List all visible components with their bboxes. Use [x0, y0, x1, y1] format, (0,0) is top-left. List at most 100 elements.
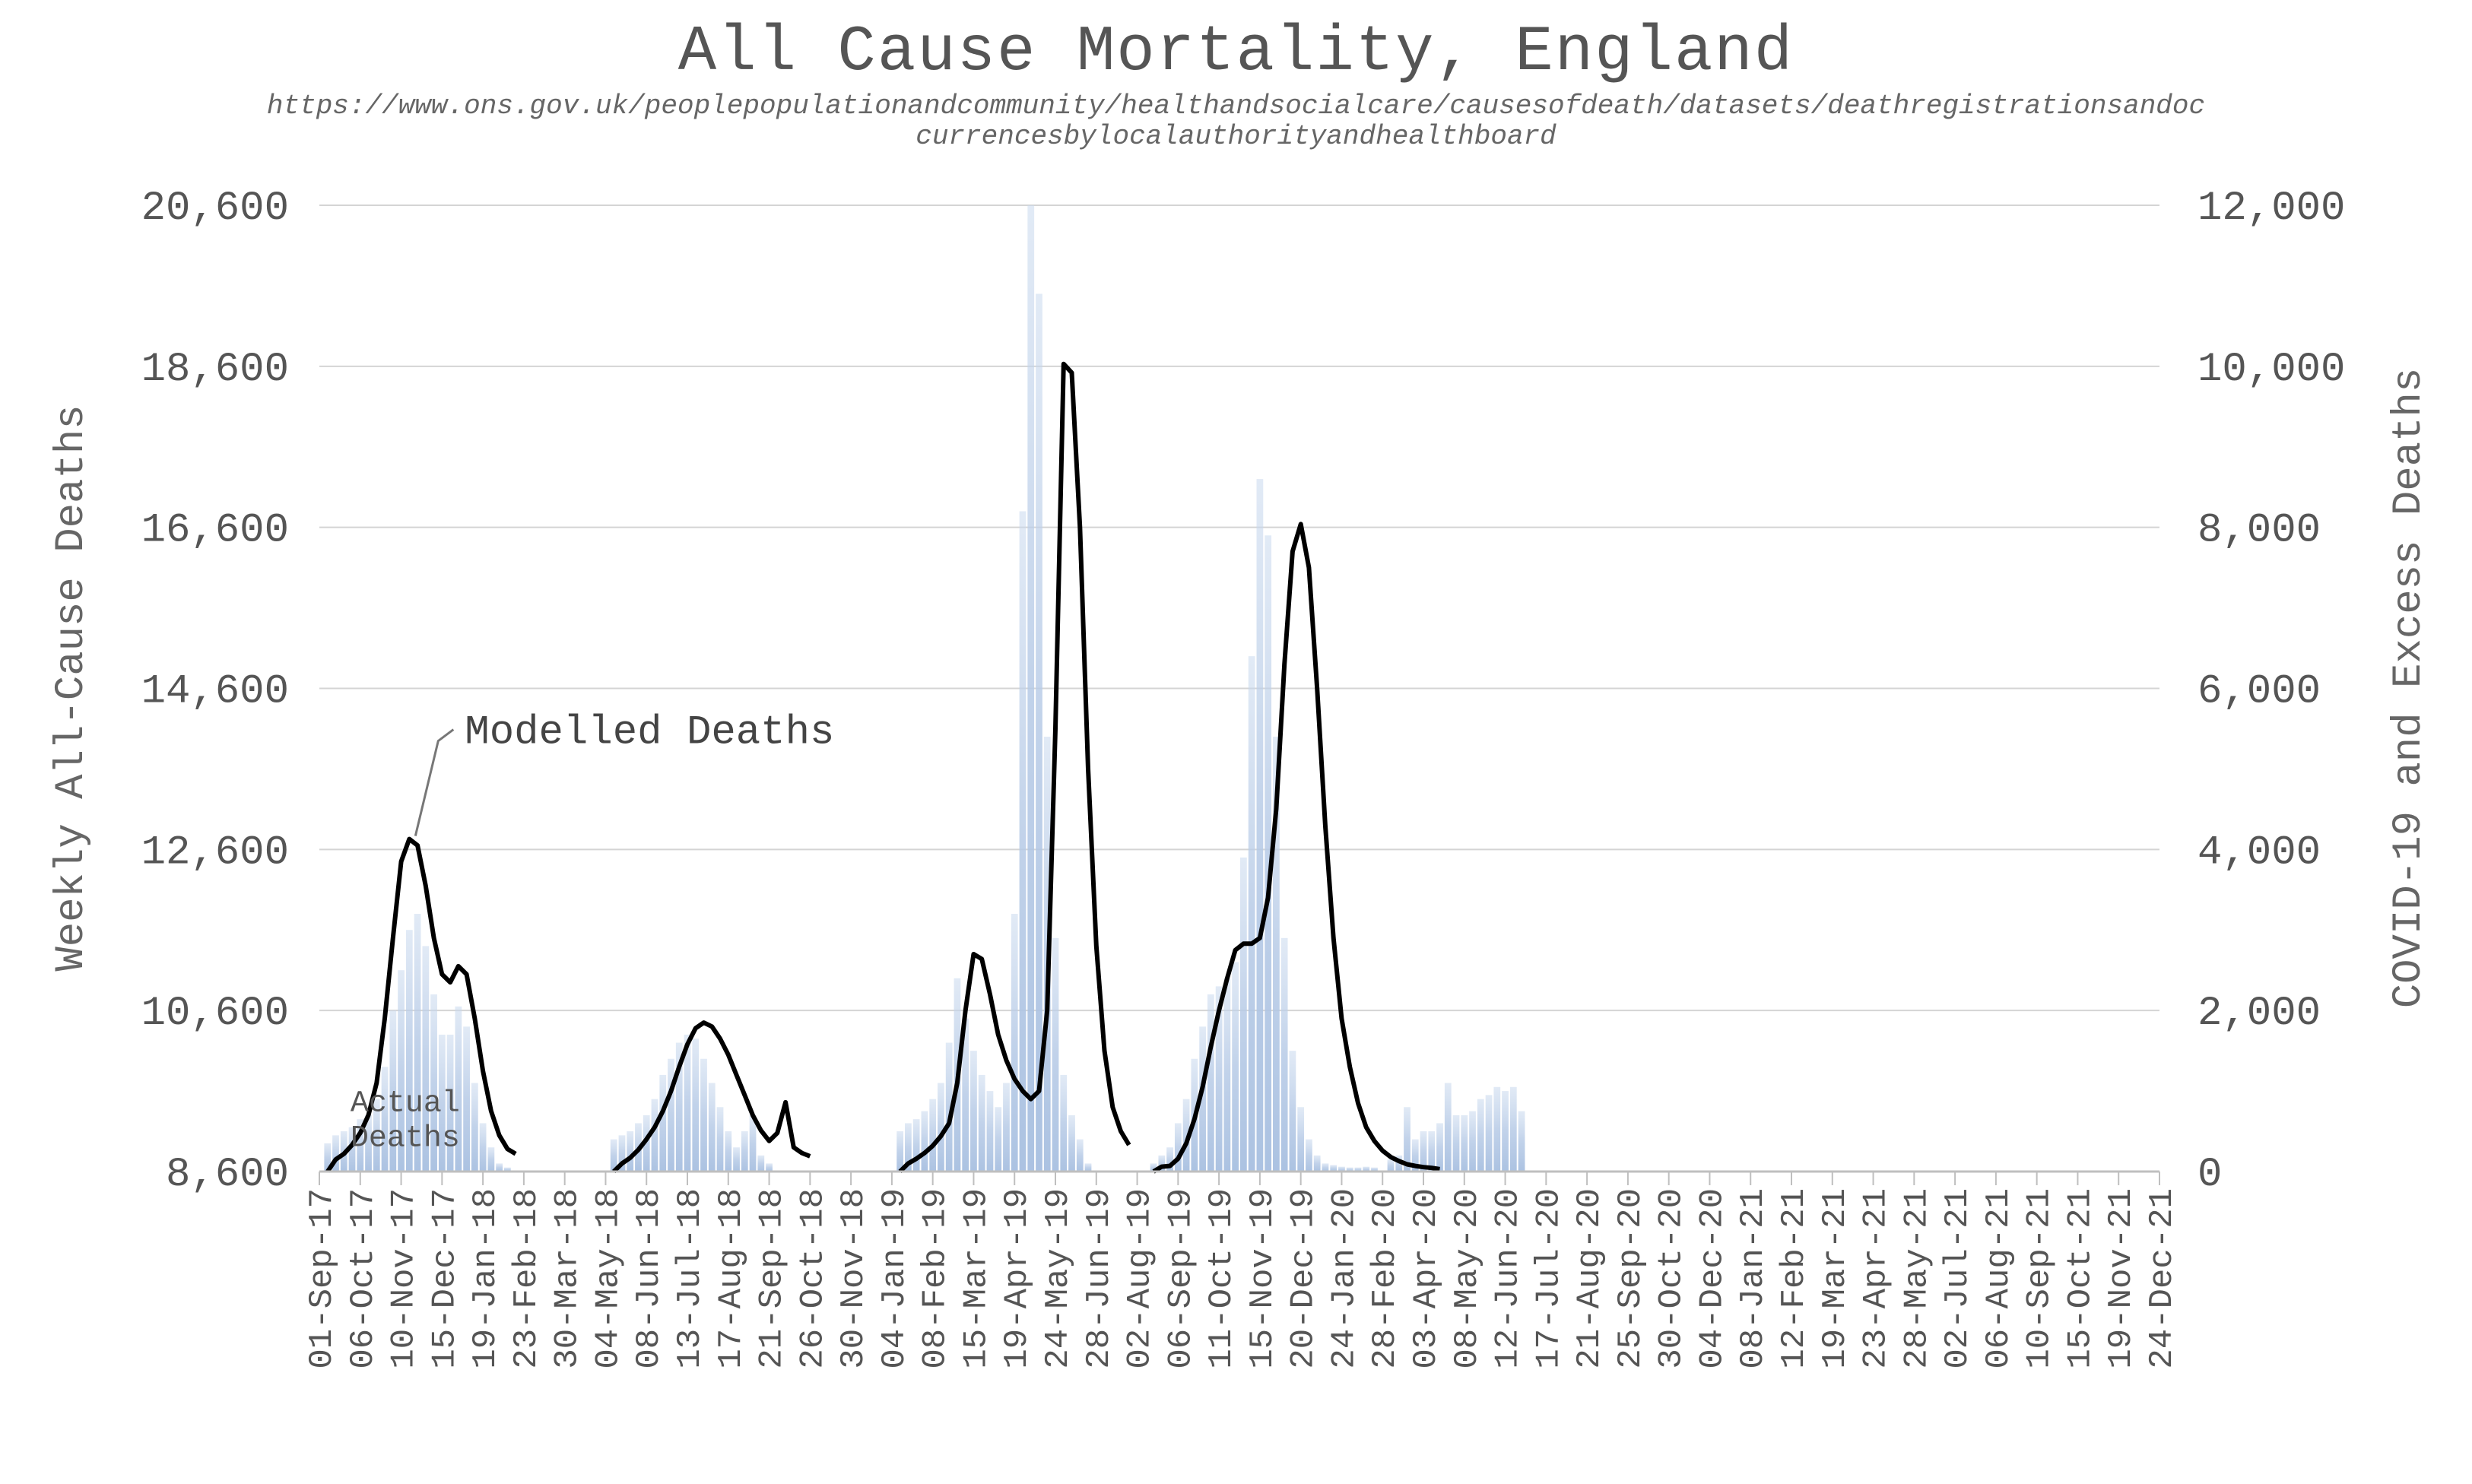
actual-deaths-bar [716, 1107, 724, 1172]
actual-deaths-bar [1306, 1139, 1312, 1172]
actual-deaths-bar [643, 1115, 650, 1172]
y-axis-label-right: COVID-19 and Excess Deaths [2386, 368, 2432, 1009]
actual-deaths-bar [1019, 511, 1027, 1172]
x-tick-label: 30-Oct-20 [1653, 1188, 1691, 1369]
actual-deaths-bar [1166, 1147, 1173, 1172]
x-tick-label: 17-Aug-18 [712, 1188, 750, 1369]
y-tick-label-right: 0 [2198, 1152, 2222, 1198]
actual-deaths-bar [1404, 1107, 1411, 1172]
y-tick-label-left: 20,600 [141, 186, 289, 232]
actual-deaths-bar [1313, 1155, 1321, 1172]
actual-deaths-bar [1248, 656, 1255, 1172]
actual-deaths-bar [708, 1083, 716, 1172]
x-tick-label: 06-Sep-19 [1162, 1188, 1200, 1369]
actual-deaths-bar [725, 1131, 732, 1172]
actual-deaths-bar [1265, 535, 1272, 1172]
actual-deaths-bar [1322, 1163, 1329, 1172]
actual-deaths-bar [357, 1119, 364, 1172]
actual-deaths-bar [1240, 857, 1247, 1172]
actual-deaths-bar [1436, 1123, 1443, 1172]
x-tick-label: 21-Sep-18 [754, 1188, 792, 1369]
actual-deaths-bar [1011, 914, 1018, 1172]
actual-deaths-bar [986, 1091, 994, 1172]
actual-deaths-bar [1036, 293, 1042, 1172]
x-tick-label: 15-Nov-19 [1244, 1188, 1282, 1369]
actual-deaths-bar [684, 1034, 691, 1172]
chart-subtitle: https://www.ons.gov.uk/peoplepopulationa… [266, 90, 2206, 152]
actual-deaths-bar [1452, 1115, 1460, 1172]
actual-deaths-bar [422, 946, 430, 1172]
x-tick-label: 20-Dec-19 [1285, 1188, 1323, 1369]
actual-deaths-bar [504, 1167, 511, 1172]
x-tick-label: 24-Dec-21 [2144, 1188, 2182, 1369]
actual-deaths-bar [692, 1038, 700, 1172]
x-tick-label: 08-May-20 [1449, 1188, 1487, 1369]
x-tick-label: 28-Jun-19 [1081, 1188, 1119, 1369]
y-tick-label-left: 10,600 [141, 991, 289, 1037]
actual-deaths-bar [1354, 1167, 1362, 1172]
actual-deaths-bar [389, 1010, 397, 1172]
actual-deaths-bar [675, 1042, 683, 1172]
x-tick-label: 01-Sep-17 [303, 1188, 341, 1369]
x-tick-label: 04-Jan-19 [876, 1188, 914, 1369]
modelled-deaths-annotation: Modelled Deaths [465, 710, 834, 756]
actual-deaths-bar [405, 930, 413, 1172]
actual-deaths-bar [1461, 1115, 1468, 1172]
actual-deaths-bar [398, 970, 405, 1172]
actual-deaths-bar [1150, 1163, 1157, 1172]
actual-deaths-bar [373, 1099, 380, 1172]
actual-deaths-bar [1215, 986, 1223, 1172]
x-tick-label: 08-Jun-18 [630, 1188, 668, 1369]
x-tick-label: 30-Nov-18 [835, 1188, 873, 1369]
y-tick-label-left: 14,600 [141, 669, 289, 715]
actual-deaths-annotation-line2: Deaths [351, 1122, 460, 1156]
actual-deaths-bar [1273, 737, 1280, 1172]
actual-deaths-bar [1363, 1166, 1370, 1172]
actual-deaths-bar [1509, 1086, 1517, 1172]
actual-deaths-bar [921, 1111, 928, 1172]
title-block: All Cause Mortality, England https://www… [0, 15, 2472, 152]
modelled-deaths-line [1152, 522, 1440, 1174]
actual-deaths-bar [381, 1067, 389, 1172]
actual-deaths-bar [962, 1018, 969, 1172]
x-tick-label: 15-Mar-19 [957, 1188, 995, 1369]
actual-deaths-bar [1518, 1111, 1525, 1172]
actual-deaths-bar [1003, 1083, 1010, 1172]
actual-deaths-bar [1158, 1155, 1166, 1172]
y-tick-label-left: 16,600 [141, 508, 289, 554]
actual-deaths-area-layer [324, 205, 1525, 1172]
x-tick-label: 12-Feb-21 [1775, 1188, 1814, 1369]
actual-deaths-bar [651, 1099, 658, 1172]
actual-deaths-bar [1280, 937, 1288, 1172]
x-tick-label: 28-Feb-20 [1366, 1188, 1404, 1369]
y-tick-label-right: 4,000 [2198, 829, 2321, 876]
actual-deaths-bar [446, 1034, 454, 1172]
x-tick-label: 08-Jan-21 [1734, 1188, 1772, 1369]
x-tick-label: 04-Dec-20 [1693, 1188, 1731, 1369]
x-tick-label: 23-Apr-21 [1858, 1188, 1896, 1369]
actual-deaths-annotation-line1: Actual [351, 1087, 460, 1121]
actual-deaths-bar [766, 1163, 773, 1172]
actual-deaths-bar [627, 1131, 634, 1172]
actual-deaths-bar [1297, 1107, 1305, 1172]
actual-deaths-bar [995, 1107, 1002, 1172]
actual-deaths-bar [945, 1042, 953, 1172]
actual-deaths-bar [1232, 962, 1239, 1172]
x-tick-label: 30-Mar-18 [549, 1188, 587, 1369]
x-tick-label: 11-Oct-19 [1203, 1188, 1241, 1369]
actual-deaths-bar [365, 1115, 372, 1172]
x-tick-label: 04-May-18 [589, 1188, 627, 1369]
actual-deaths-bar [970, 1051, 977, 1172]
actual-deaths-bar [700, 1058, 707, 1172]
modelled-deaths-line-layer [325, 361, 1440, 1174]
y-axis-label-left: Weekly All-Cause Deaths [49, 404, 95, 971]
x-tick-label: 21-Aug-20 [1571, 1188, 1609, 1369]
y-tick-label-right: 12,000 [2198, 186, 2345, 232]
x-tick-label: 06-Oct-17 [344, 1188, 382, 1369]
actual-deaths-bar [1182, 1099, 1190, 1172]
actual-deaths-bar [668, 1058, 674, 1172]
actual-deaths-bar [471, 1083, 478, 1172]
x-tick-label: 02-Jul-21 [1939, 1188, 1977, 1369]
